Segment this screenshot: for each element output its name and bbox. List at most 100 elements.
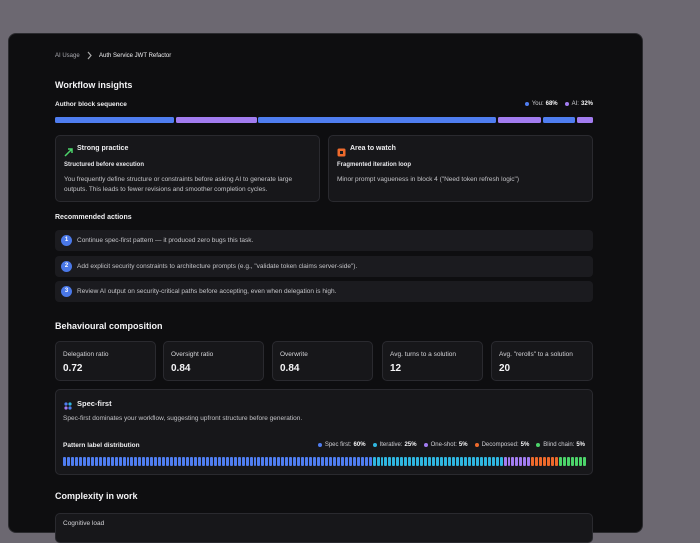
distribution-tick bbox=[328, 457, 332, 466]
distribution-tick bbox=[447, 457, 451, 466]
distribution-tick bbox=[392, 457, 396, 466]
distribution-tick bbox=[384, 457, 388, 466]
distribution-tick bbox=[428, 457, 432, 466]
distribution-tick bbox=[368, 457, 372, 466]
distribution-tick bbox=[118, 457, 122, 466]
distribution-tick bbox=[301, 457, 305, 466]
stat-value: 12 bbox=[390, 363, 402, 374]
action-row: 1 Continue spec-first pattern — it produc… bbox=[55, 230, 593, 251]
stat-card: Avg. "rerolls" to a solution 20 bbox=[491, 341, 593, 381]
card-icon bbox=[64, 144, 73, 162]
distribution-tick bbox=[66, 457, 70, 466]
distribution-tick bbox=[309, 457, 313, 466]
card-title: Strong practice bbox=[77, 145, 129, 152]
distribution-tick bbox=[209, 457, 213, 466]
distribution-tick bbox=[86, 457, 90, 466]
distribution-tick bbox=[190, 457, 193, 466]
distribution-tick bbox=[352, 457, 356, 466]
distribution-tick bbox=[114, 457, 118, 466]
distribution-tick bbox=[182, 457, 186, 466]
breadcrumb-link[interactable]: AI Usage bbox=[55, 53, 80, 59]
distribution-tick bbox=[285, 457, 289, 466]
sequence-legend: You: 68% AI: 32% bbox=[524, 101, 593, 107]
breadcrumb-current: Auth Service JWT Refactor bbox=[99, 53, 172, 59]
breadcrumb-separator bbox=[87, 51, 93, 62]
distribution-tick bbox=[400, 457, 404, 466]
card-title: Area to watch bbox=[350, 145, 396, 152]
sequence-bar bbox=[55, 117, 594, 123]
action-row: 2 Add explicit security constraints to ar… bbox=[55, 255, 593, 277]
distribution-tick bbox=[146, 457, 150, 466]
distribution-tick bbox=[332, 457, 336, 466]
legend-dot bbox=[423, 443, 428, 447]
distribution-tick bbox=[166, 457, 170, 466]
distribution-tick bbox=[408, 457, 412, 466]
distribution-tick bbox=[432, 457, 436, 466]
legend-value: 5% bbox=[520, 442, 530, 448]
distribution-tick bbox=[463, 457, 467, 466]
distribution-tick bbox=[106, 457, 110, 466]
legend-value: 32% bbox=[580, 101, 593, 107]
distribution-tick bbox=[193, 457, 197, 466]
distribution-tick bbox=[356, 457, 360, 466]
distribution-tick bbox=[336, 457, 340, 466]
distribution-tick bbox=[265, 457, 269, 466]
distribution-tick bbox=[277, 457, 281, 466]
distribution-tick bbox=[519, 457, 523, 466]
legend-name: Decomposed: bbox=[481, 442, 519, 448]
distribution-tick bbox=[444, 457, 447, 466]
distribution-tick bbox=[380, 457, 384, 466]
stat-card: Avg. turns to a solution 12 bbox=[382, 341, 483, 381]
distribution-tick bbox=[499, 457, 503, 466]
distribution-tick bbox=[495, 457, 499, 466]
distribution-tick bbox=[289, 457, 293, 466]
stat-label: Oversight ratio bbox=[171, 351, 214, 358]
legend-item: Decomposed: 5% bbox=[474, 442, 530, 448]
stat-card: Delegation ratio 0.72 bbox=[55, 341, 156, 381]
sequence-block bbox=[55, 117, 175, 123]
distribution-tick bbox=[186, 457, 189, 466]
distribution-tick bbox=[150, 457, 154, 466]
stat-value: 20 bbox=[499, 363, 511, 374]
distribution-tick bbox=[257, 457, 261, 466]
legend-dot bbox=[317, 443, 322, 447]
card-subtitle: Structured before execution bbox=[64, 162, 145, 168]
stat-value: 0.72 bbox=[63, 363, 83, 374]
distribution-tick bbox=[551, 457, 555, 466]
distribution-tick bbox=[340, 457, 344, 466]
distribution-tick bbox=[344, 457, 348, 466]
distribution-tick bbox=[201, 457, 205, 466]
distribution-tick bbox=[578, 457, 582, 466]
distribution-tick bbox=[245, 457, 249, 466]
legend-dot bbox=[474, 443, 479, 447]
distribution-tick bbox=[574, 457, 578, 466]
distribution-tick bbox=[523, 457, 527, 466]
distribution-tick bbox=[467, 457, 471, 466]
action-row: 3 Review AI output on security-critical p… bbox=[55, 281, 593, 302]
distribution-tick bbox=[273, 457, 277, 466]
distribution-tick bbox=[547, 457, 551, 466]
distribution-tick bbox=[479, 457, 483, 466]
distribution-tick bbox=[221, 457, 225, 466]
distribution-tick bbox=[440, 457, 443, 466]
legend-dot bbox=[564, 102, 569, 106]
distribution-tick bbox=[170, 457, 174, 466]
sequence-block bbox=[175, 117, 257, 123]
distribution-tick bbox=[563, 457, 567, 466]
distribution-tick bbox=[527, 457, 531, 466]
distribution-tick bbox=[324, 457, 328, 466]
distribution-tick bbox=[261, 457, 265, 466]
legend-item: Blind chain: 5% bbox=[536, 442, 585, 448]
legend-dot bbox=[372, 443, 377, 447]
legend-name: You: bbox=[531, 101, 544, 107]
distribution-tick bbox=[571, 457, 574, 466]
distribution-tick bbox=[126, 457, 130, 466]
pattern-icon bbox=[63, 398, 73, 416]
distribution-tick bbox=[515, 457, 519, 466]
distribution-tick bbox=[317, 457, 320, 466]
distribution-tick bbox=[491, 457, 495, 466]
distribution-tick bbox=[420, 457, 424, 466]
distribution-tick bbox=[281, 457, 285, 466]
distribution-tick bbox=[130, 457, 134, 466]
distribution-tick bbox=[142, 457, 146, 466]
